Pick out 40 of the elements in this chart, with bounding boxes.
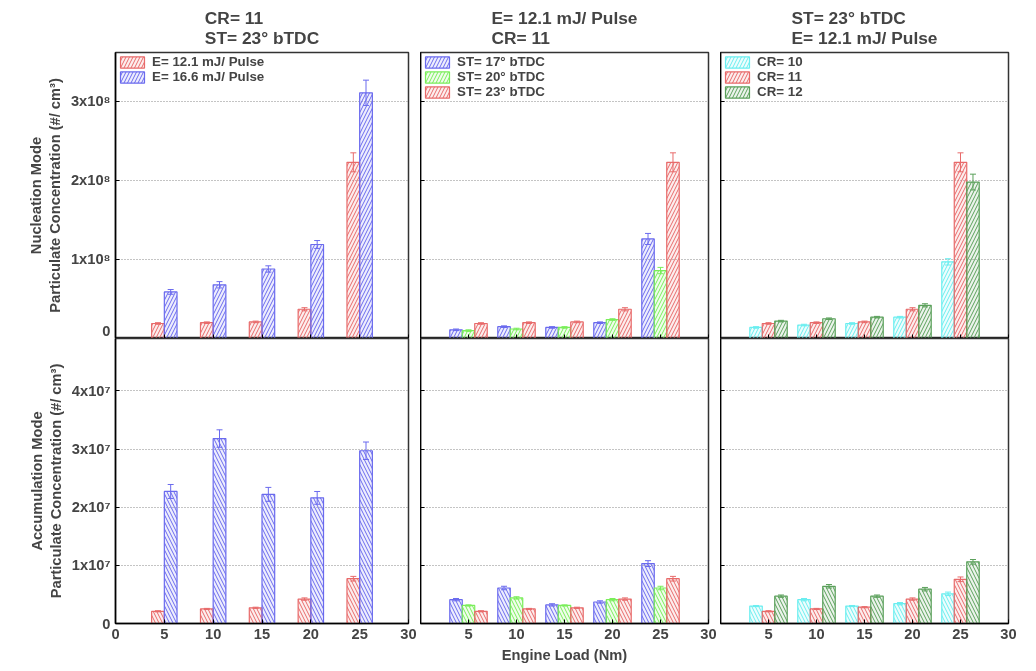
x-tick-label: 15 [253, 625, 271, 642]
x-tick-label: 10 [508, 625, 525, 642]
legend-label: CR= 10 [757, 54, 803, 69]
y-tick-label: 2x10⁷ [71, 499, 111, 516]
legend-label: CR= 11 [757, 69, 802, 84]
y-tick-label: 1x10⁸ [70, 251, 111, 268]
x-tick-label: 20 [604, 625, 621, 642]
x-tick-label: 30 [1000, 625, 1017, 642]
chart-title: CR= 11 ST= 23° bTDC [204, 7, 320, 48]
y-tick-label: 3x10⁷ [71, 441, 111, 458]
x-tick-label: 25 [351, 625, 368, 642]
x-tick-label: 10 [808, 625, 825, 642]
x-tick-label: 5 [764, 625, 773, 642]
chart-title: ST= 23° bTDC E= 12.1 mJ/ Pulse [791, 7, 938, 48]
x-tick-label: 20 [904, 625, 921, 642]
legend-label: E= 12.1 mJ/ Pulse [152, 54, 265, 69]
legend-label: ST= 23° bTDC [457, 84, 545, 99]
y-tick-label: 3x10⁸ [70, 93, 111, 110]
legend-label: E= 16.6 mJ/ Pulse [152, 69, 265, 84]
legend-label: ST= 17° bTDC [457, 54, 545, 69]
x-tick-label: 30 [700, 625, 717, 642]
legend-label: CR= 12 [757, 84, 803, 99]
y-axis-title: Nucleation Mode Particulate Concentration (#/ cm³) [27, 78, 63, 313]
y-tick-label: 2x10⁸ [70, 172, 111, 189]
x-tick-label: 10 [205, 625, 222, 642]
chart-title: E= 12.1 mJ/ Pulse CR= 11 [491, 7, 638, 48]
legend-label: ST= 20° bTDC [457, 69, 545, 84]
y-tick-label: 4x10⁷ [71, 382, 111, 399]
x-tick-label: 25 [652, 625, 669, 642]
x-axis-title: Engine Load (Nm) [501, 646, 628, 663]
x-tick-label: 20 [302, 625, 319, 642]
x-tick-label: 5 [464, 625, 473, 642]
x-tick-label: 15 [556, 625, 573, 642]
x-tick-label: 30 [400, 625, 417, 642]
y-axis-title: Accumulation Mode Particulate Concentration (#/ cm³) [28, 363, 64, 599]
y-tick-label: 0 [102, 322, 111, 339]
y-tick-label: 1x10⁷ [71, 557, 111, 574]
x-tick-label: 15 [856, 625, 873, 642]
x-tick-label: 5 [160, 625, 169, 642]
x-tick-label: 25 [952, 625, 969, 642]
